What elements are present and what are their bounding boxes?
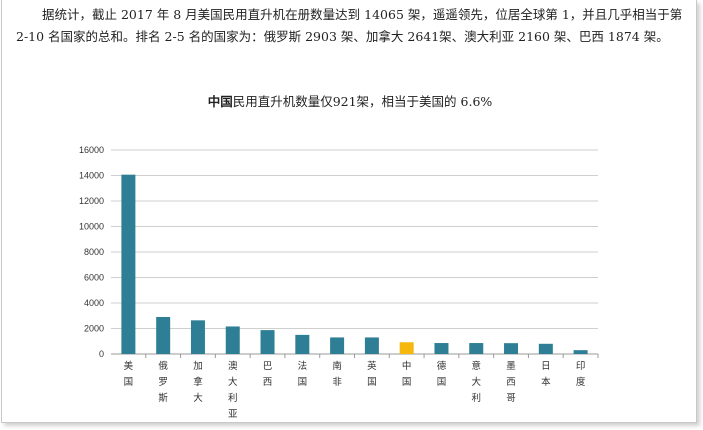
x-category-label: 中国 (402, 360, 412, 388)
x-category-label: 加拿大 (193, 361, 203, 404)
x-category-label: 澳大利亚 (228, 360, 238, 420)
y-tick-label: 2000 (84, 324, 104, 334)
bar (434, 343, 449, 354)
bar (399, 342, 414, 354)
y-tick-label: 0 (99, 349, 104, 359)
x-category-label: 俄罗斯 (158, 360, 168, 404)
x-category-label: 美国 (124, 360, 134, 388)
bar (330, 337, 345, 354)
bar (260, 330, 275, 354)
bar (121, 174, 136, 354)
bars (121, 174, 599, 358)
x-category-label: 日本 (541, 361, 551, 388)
bar (295, 334, 310, 354)
x-category-label: 德国 (437, 360, 447, 388)
y-tick-label: 14000 (79, 171, 104, 181)
intro-paragraph: 据统计，截止 2017 年 8 月美国民用直升机在册数量达到 14065 架，遥… (16, 7, 683, 44)
bar (156, 316, 171, 354)
y-tick-label: 12000 (79, 196, 104, 206)
bar (190, 320, 205, 354)
chart-title: 中国民用直升机数量仅921架，相当于美国的 6.6% (0, 91, 700, 110)
x-category-label: 印度 (576, 360, 586, 388)
chart-title-bold: 中国 (207, 94, 233, 109)
y-axis-ticks: 0 2000 4000 6000 8000 10000 12000 14000 16000 (79, 145, 104, 359)
bar (469, 343, 484, 354)
x-category-label: 意大利 (471, 360, 481, 404)
bar (364, 337, 379, 354)
bar (225, 326, 240, 354)
y-tick-label: 4000 (84, 298, 104, 308)
bar (504, 343, 519, 354)
x-category-label: 巴西 (263, 361, 273, 388)
chart-title-rest: 民用直升机数量仅921架，相当于美国的 6.6% (232, 94, 493, 109)
x-category-label: 墨西哥 (506, 361, 516, 404)
bar (573, 350, 588, 354)
y-tick-label: 6000 (84, 273, 104, 283)
gridlines (111, 149, 598, 355)
y-tick-label: 10000 (79, 222, 104, 232)
x-category-label: 法国 (298, 360, 308, 388)
y-tick-label: 8000 (84, 247, 104, 257)
x-category-label: 南非 (332, 360, 342, 388)
y-tick-label: 16000 (79, 145, 104, 155)
bar (538, 343, 553, 354)
x-category-label: 英国 (367, 360, 377, 388)
